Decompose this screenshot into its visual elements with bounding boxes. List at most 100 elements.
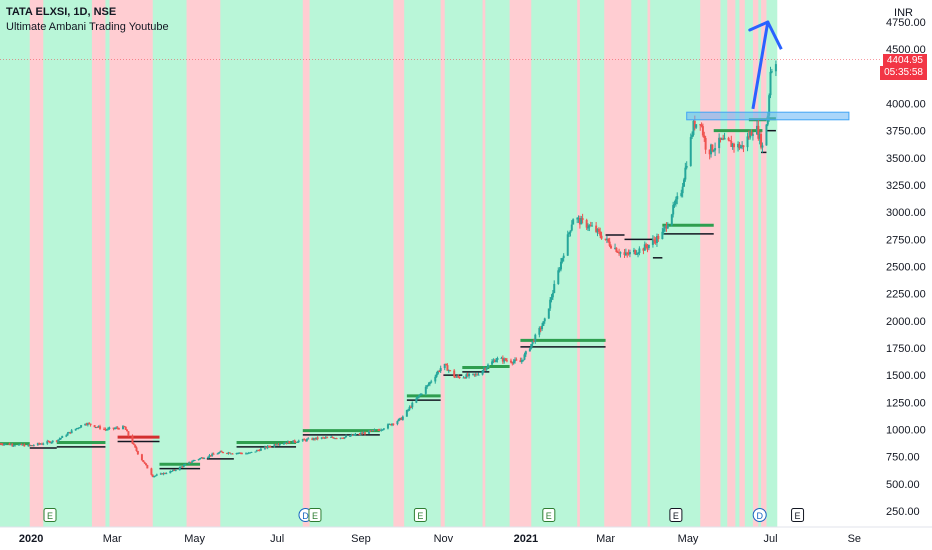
candle-body — [438, 371, 441, 373]
candle-body — [331, 436, 334, 438]
candle-body — [108, 427, 111, 429]
bear-zone — [647, 0, 651, 527]
candle-body — [474, 374, 477, 376]
price-axis[interactable]: 250.00 500.00 750.00 1000.00 1250.00 1500.00 1… — [886, 17, 926, 518]
candle-body — [296, 441, 299, 443]
candle-body — [27, 444, 30, 447]
symbol-title[interactable]: TATA ELXSI, 1D, NSE — [6, 6, 117, 18]
candle-body — [293, 440, 296, 443]
candle-body — [509, 360, 512, 363]
earnings-marker — [413, 508, 427, 522]
candle-body — [699, 124, 702, 126]
candle-body — [165, 473, 168, 475]
breakout-box — [686, 111, 850, 121]
candle-body — [749, 131, 752, 138]
candle-body — [190, 461, 193, 463]
candle-body — [643, 244, 646, 251]
candle-body — [124, 426, 127, 430]
candle-body — [607, 238, 610, 242]
candle-body — [647, 244, 650, 249]
x-tick-label: 2021 — [514, 533, 538, 545]
candle-body — [597, 229, 600, 232]
candle-body — [297, 440, 300, 442]
candle-body — [189, 461, 192, 463]
candle-body — [312, 438, 315, 440]
indicator-title[interactable]: Ultimate Ambani Trading Youtube — [6, 21, 169, 33]
candle-body — [731, 143, 734, 147]
candle-body — [17, 444, 20, 446]
candle-body — [199, 458, 202, 460]
candle-body — [430, 381, 433, 383]
candle-body — [249, 452, 252, 454]
x-tick-label: May — [678, 533, 699, 545]
event-label: D — [302, 511, 309, 521]
candle-body — [532, 340, 535, 342]
candle-body — [278, 443, 281, 445]
bear-zone — [186, 0, 221, 527]
candle-body — [155, 474, 158, 476]
candle-body — [770, 71, 773, 73]
event-marker-e: E — [791, 508, 805, 522]
candle-body — [411, 402, 414, 408]
candle-body — [689, 137, 692, 166]
candle-body — [547, 308, 550, 319]
candle-body — [172, 470, 175, 472]
candle-body — [638, 248, 641, 254]
candle-body — [135, 447, 138, 451]
candle-body — [169, 471, 172, 474]
event-marker-e: E — [542, 508, 556, 522]
candle-body — [742, 145, 745, 148]
candle-body — [104, 429, 107, 431]
y-tick-label: 1750.00 — [886, 343, 926, 355]
candle-body — [238, 452, 241, 454]
candle-body — [254, 451, 257, 453]
x-tick-label: Jul — [763, 533, 777, 545]
candle-body — [282, 443, 285, 445]
bear-zone — [577, 0, 580, 527]
candle-body — [400, 417, 403, 420]
candle-body — [42, 443, 45, 445]
annotations — [0, 20, 880, 121]
candle-body — [541, 325, 544, 330]
candle-body — [361, 432, 364, 434]
time-axis[interactable]: 2020 Mar May Jul Sep Nov 2021 Mar May Jul Se — [0, 526, 932, 545]
candle-body — [722, 138, 725, 140]
candle-body — [150, 468, 153, 475]
candle-body — [316, 437, 319, 439]
candle-body — [635, 253, 638, 255]
candle-body — [486, 364, 489, 368]
y-tick-label: 2000.00 — [886, 316, 926, 328]
candle-body — [350, 434, 353, 436]
earnings-marker — [308, 508, 322, 522]
candle-body — [654, 240, 657, 243]
candle-body — [737, 143, 740, 148]
candle-body — [685, 165, 688, 168]
countdown-tag: 05:35:58 — [880, 66, 927, 80]
candle-body — [286, 441, 289, 444]
candle-body — [512, 361, 515, 364]
candle-body — [134, 444, 137, 448]
candle-body — [757, 125, 760, 139]
candle-body — [608, 241, 611, 246]
candle-body — [524, 351, 527, 355]
candle-body — [710, 144, 713, 155]
candle-body — [96, 427, 99, 429]
candle-body — [117, 428, 120, 430]
candle-body — [741, 145, 744, 147]
x-tick-label: May — [184, 533, 205, 545]
candle-body — [453, 370, 456, 377]
candle-body — [94, 427, 97, 429]
candle-body — [122, 426, 125, 430]
candle-body — [746, 136, 749, 148]
candle-body — [142, 460, 145, 463]
candle-body — [322, 437, 325, 439]
candle-body — [370, 430, 373, 432]
candle-body — [359, 432, 362, 435]
candle-body — [313, 438, 316, 440]
candle-body — [624, 252, 627, 256]
x-tick-label: Sep — [351, 533, 371, 545]
y-tick-label: 1500.00 — [886, 370, 926, 382]
candle-body — [515, 359, 518, 361]
candle-body — [581, 218, 584, 220]
